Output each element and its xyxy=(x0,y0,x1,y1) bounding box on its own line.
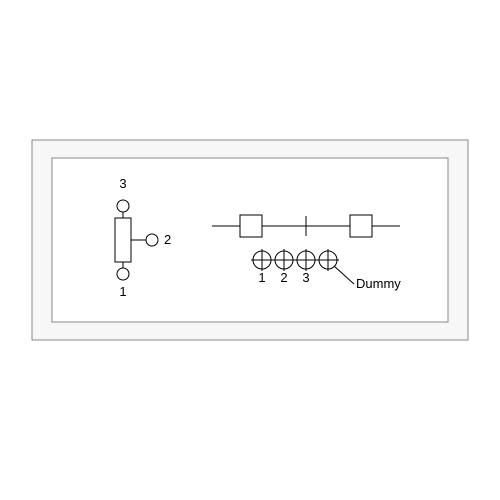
footprint-pad-2-label: 2 xyxy=(280,270,287,285)
footprint-pad-3-label: 3 xyxy=(302,270,309,285)
schematic-pin-3 xyxy=(117,200,129,212)
diagram-svg: 312123Dummy xyxy=(0,0,500,500)
footprint-square-right xyxy=(350,215,372,237)
footprint-pad-1-label: 1 xyxy=(258,270,265,285)
footprint-square-left xyxy=(240,215,262,237)
dummy-label: Dummy xyxy=(356,276,401,291)
schematic-pin-1-label: 1 xyxy=(119,284,126,299)
schematic-pin-2 xyxy=(146,234,158,246)
schematic-pin-3-label: 3 xyxy=(119,176,126,191)
diagram-canvas: 312123Dummy xyxy=(0,0,500,500)
inner-border xyxy=(52,158,448,322)
schematic-pin-2-label: 2 xyxy=(164,232,171,247)
schematic-body xyxy=(115,218,131,262)
schematic-pin-1 xyxy=(117,268,129,280)
